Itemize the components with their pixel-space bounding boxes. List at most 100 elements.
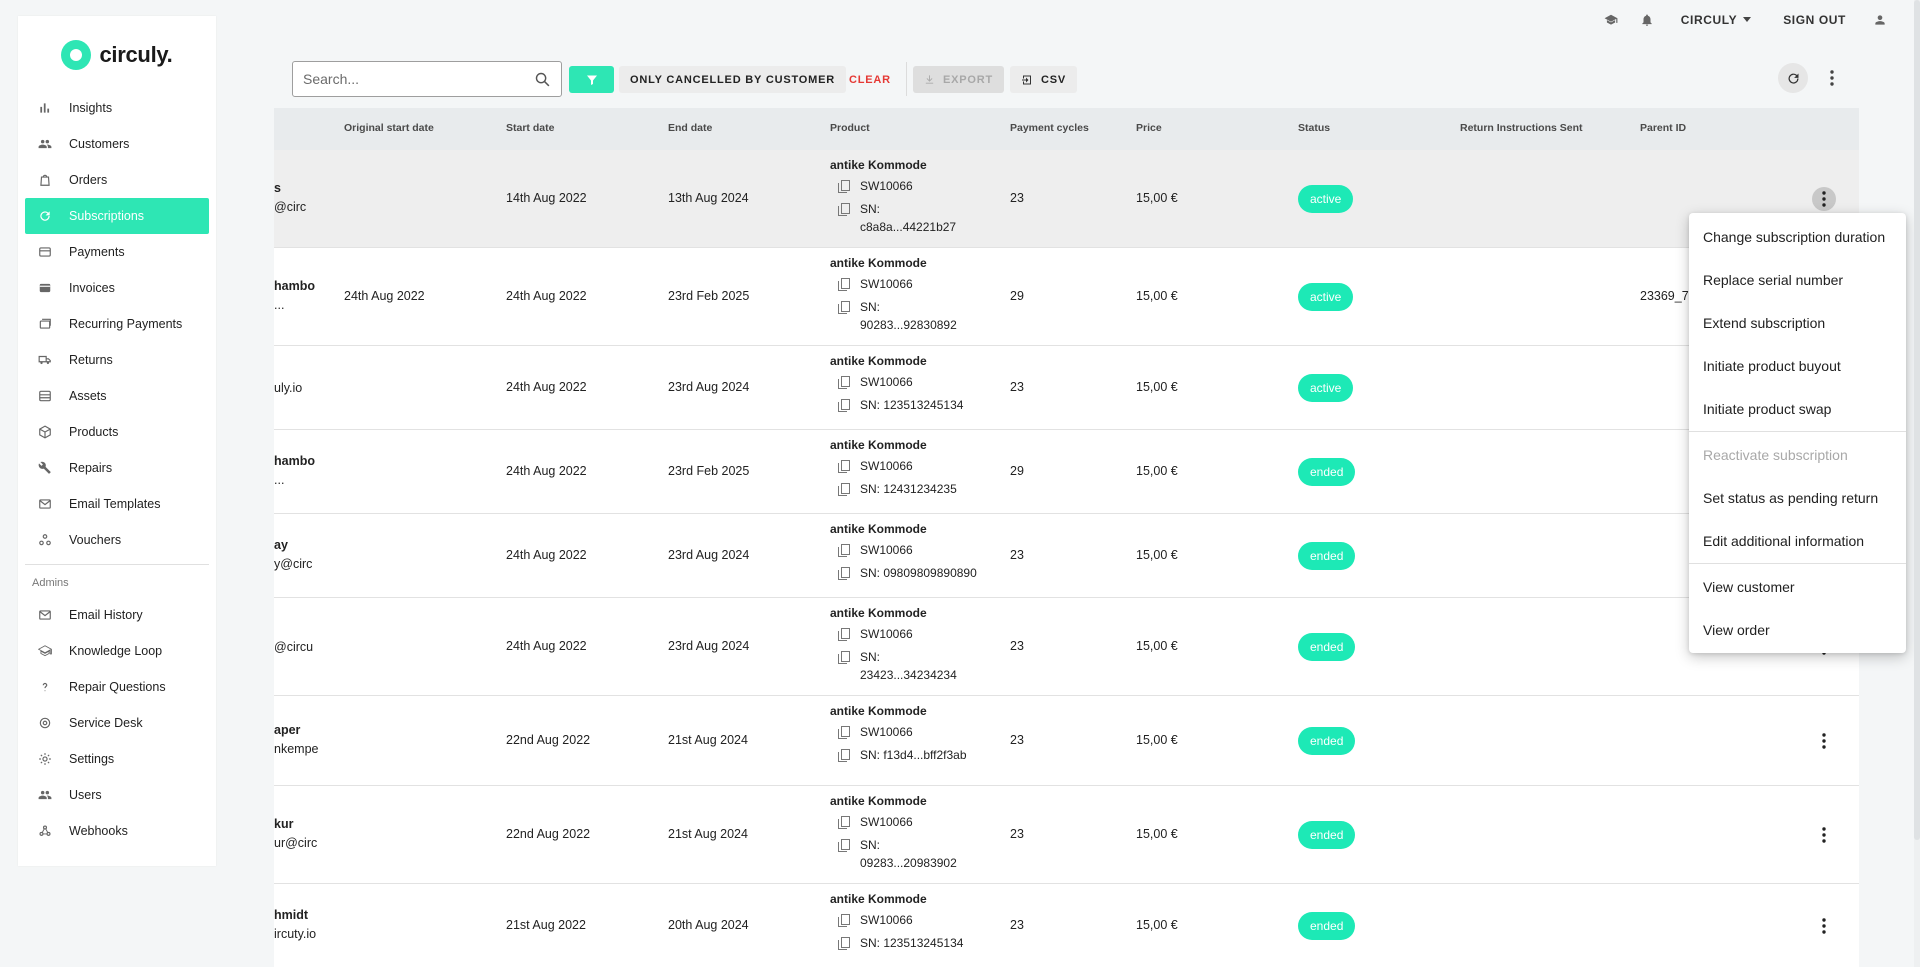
product-name[interactable]: antike Kommode (830, 256, 927, 270)
sidebar-item-vouchers[interactable]: Vouchers (25, 522, 209, 558)
customer-cell[interactable]: aper nkempe (274, 721, 318, 759)
column-header[interactable]: Payment cycles (1010, 122, 1089, 134)
table-row[interactable]: ay y@circ 24th Aug 2022 23rd Aug 2024 23 15,0… (274, 514, 1859, 598)
menu-item-edit-additional-information[interactable]: Edit additional information (1703, 532, 1865, 549)
refresh-button[interactable] (1778, 63, 1808, 93)
column-header[interactable]: Original start date (344, 122, 434, 134)
sidebar-item-assets[interactable]: Assets (25, 378, 209, 414)
column-header[interactable]: Parent ID (1640, 122, 1687, 134)
copy-icon[interactable] (838, 628, 850, 641)
copy-icon[interactable] (838, 203, 850, 216)
menu-item-initiate-product-swap[interactable]: Initiate product swap (1703, 400, 1832, 417)
column-header[interactable]: Product (830, 122, 870, 134)
row-actions-button[interactable] (1814, 913, 1834, 939)
sidebar-item-products[interactable]: Products (25, 414, 209, 450)
sidebar-item-insights[interactable]: Insights (25, 90, 209, 126)
customer-cell[interactable]: hambo... (274, 277, 315, 315)
menu-item-view-order[interactable]: View order (1703, 621, 1770, 638)
filter-button[interactable] (569, 66, 614, 93)
table-row[interactable]: hambo... 24th Aug 2022 23rd Feb 2025 29 15,0… (274, 430, 1859, 514)
csv-button[interactable]: CSV (1010, 66, 1078, 93)
column-header[interactable]: End date (668, 122, 713, 134)
product-name[interactable]: antike Kommode (830, 606, 927, 620)
table-row[interactable]: hmidt ircuty.io 21st Aug 2022 20th Aug 2024… (274, 884, 1859, 967)
row-actions-button[interactable] (1814, 728, 1834, 754)
copy-icon[interactable] (838, 376, 850, 389)
search-icon[interactable] (534, 71, 551, 88)
customer-cell[interactable]: s @circ (274, 179, 306, 217)
product-name[interactable]: antike Kommode (830, 158, 927, 172)
copy-icon[interactable] (838, 839, 850, 852)
sidebar-item-users[interactable]: Users (25, 777, 209, 813)
sidebar-item-settings[interactable]: Settings (25, 741, 209, 777)
sidebar-item-repairs[interactable]: Repairs (25, 450, 209, 486)
search-input[interactable]: Search... (303, 71, 360, 87)
brand-logo[interactable]: circuly. (18, 16, 216, 90)
column-header[interactable]: Status (1298, 122, 1331, 134)
product-name[interactable]: antike Kommode (830, 704, 927, 718)
sidebar-item-email-history[interactable]: Email History (25, 597, 209, 633)
sidebar-item-subscriptions[interactable]: Subscriptions (25, 198, 209, 234)
sidebar-item-customers[interactable]: Customers (25, 126, 209, 162)
copy-icon[interactable] (838, 567, 850, 580)
copy-icon[interactable] (838, 651, 850, 664)
customer-cell[interactable]: uly.io (274, 379, 302, 398)
copy-icon[interactable] (838, 278, 850, 291)
sidebar-item-recurring-payments[interactable]: Recurring Payments (25, 306, 209, 342)
more-options-icon[interactable] (1822, 63, 1842, 93)
sidebar-item-knowledge-loop[interactable]: Knowledge Loop (25, 633, 209, 669)
product-name[interactable]: antike Kommode (830, 892, 927, 906)
sidebar-item-returns[interactable]: Returns (25, 342, 209, 378)
product-name[interactable]: antike Kommode (830, 438, 927, 452)
customer-cell[interactable]: kur ur@circ (274, 815, 317, 853)
menu-item-change-subscription-duration[interactable]: Change subscription duration (1703, 228, 1886, 245)
customer-cell[interactable]: hambo... (274, 452, 315, 490)
menu-item-extend-subscription[interactable]: Extend subscription (1703, 314, 1826, 331)
copy-icon[interactable] (838, 544, 850, 557)
table-row[interactable]: @circu 24th Aug 2022 23rd Aug 2024 23 15,00 … (274, 598, 1859, 696)
table-row[interactable]: uly.io 24th Aug 2022 23rd Aug 2024 23 15,00 … (274, 346, 1859, 430)
user-icon[interactable] (1862, 13, 1898, 27)
search-field[interactable]: Search... (292, 61, 562, 97)
sidebar-item-email-templates[interactable]: Email Templates (25, 486, 209, 522)
copy-icon[interactable] (838, 483, 850, 496)
product-name[interactable]: antike Kommode (830, 522, 927, 536)
menu-item-view-customer[interactable]: View customer (1703, 578, 1795, 595)
cancelled-by-customer-filter-chip[interactable]: ONLY CANCELLED BY CUSTOMER (619, 66, 846, 93)
product-name[interactable]: antike Kommode (830, 354, 927, 368)
menu-item-initiate-product-buyout[interactable]: Initiate product buyout (1703, 357, 1841, 374)
copy-icon[interactable] (838, 180, 850, 193)
copy-icon[interactable] (838, 937, 850, 950)
export-button[interactable]: EXPORT (913, 66, 1005, 93)
page-scrollbar[interactable] (1914, 0, 1920, 967)
product-name[interactable]: antike Kommode (830, 794, 927, 808)
account-menu-button[interactable]: CIRCULY (1665, 13, 1767, 27)
sidebar-item-repair-questions[interactable]: Repair Questions (25, 669, 209, 705)
copy-icon[interactable] (838, 399, 850, 412)
row-actions-button[interactable] (1812, 187, 1836, 211)
copy-icon[interactable] (838, 816, 850, 829)
sidebar-item-service-desk[interactable]: Service Desk (25, 705, 209, 741)
table-row[interactable]: kur ur@circ 22nd Aug 2022 21st Aug 2024 23 15… (274, 786, 1859, 884)
menu-item-replace-serial-number[interactable]: Replace serial number (1703, 271, 1844, 288)
sidebar-item-webhooks[interactable]: Webhooks (25, 813, 209, 849)
menu-item-set-status-as-pending-return[interactable]: Set status as pending return (1703, 489, 1879, 506)
table-row[interactable]: aper nkempe 22nd Aug 2022 21st Aug 2024 23 15… (274, 696, 1859, 786)
customer-cell[interactable]: @circu (274, 638, 313, 657)
bell-icon[interactable] (1629, 13, 1665, 27)
customer-cell[interactable]: ay y@circ (274, 536, 312, 574)
table-row[interactable]: s @circ 14th Aug 2022 13th Aug 2024 23 15,00 … (274, 150, 1859, 248)
clear-filters-button[interactable]: CLEAR (849, 73, 891, 86)
column-header[interactable]: Return Instructions Sent (1460, 122, 1583, 134)
copy-icon[interactable] (838, 749, 850, 762)
row-actions-button[interactable] (1814, 822, 1834, 848)
copy-icon[interactable] (838, 460, 850, 473)
graduation-cap-icon[interactable] (1593, 13, 1629, 27)
sign-out-button[interactable]: SIGN OUT (1783, 13, 1846, 27)
sidebar-item-payments[interactable]: Payments (25, 234, 209, 270)
table-row[interactable]: hambo... 24th Aug 2022 24th Aug 2022 23rd F… (274, 248, 1859, 346)
column-header[interactable]: Price (1136, 122, 1162, 134)
customer-cell[interactable]: hmidt ircuty.io (274, 906, 316, 944)
sidebar-item-orders[interactable]: Orders (25, 162, 209, 198)
sidebar-item-invoices[interactable]: Invoices (25, 270, 209, 306)
